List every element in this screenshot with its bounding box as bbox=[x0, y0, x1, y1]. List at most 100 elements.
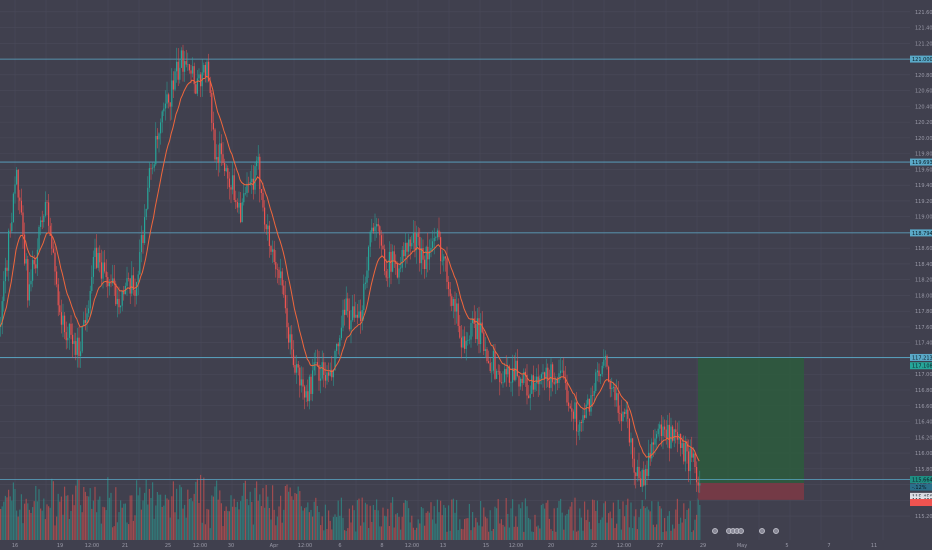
volume-bar bbox=[174, 512, 176, 540]
candle bbox=[478, 318, 480, 345]
volume-bar bbox=[580, 517, 582, 540]
volume-bar bbox=[140, 509, 142, 540]
price-tick-label: 117.400 bbox=[915, 341, 932, 347]
volume-bar bbox=[534, 514, 536, 540]
volume-bar bbox=[313, 501, 315, 540]
candle bbox=[326, 372, 328, 381]
volume-bar bbox=[609, 511, 611, 540]
volume-bar bbox=[228, 511, 230, 540]
candle bbox=[408, 239, 410, 252]
price-tick-label: 121.600 bbox=[915, 10, 932, 16]
line-price-label: 118.794 bbox=[912, 231, 932, 237]
candle bbox=[377, 224, 379, 227]
candle bbox=[219, 143, 221, 163]
volume-bar bbox=[70, 510, 72, 540]
candle bbox=[641, 470, 643, 487]
volume-bar bbox=[516, 526, 518, 540]
volume-bar bbox=[236, 501, 238, 540]
grid bbox=[0, 0, 910, 540]
volume-bar bbox=[49, 507, 51, 540]
horizontal-lines[interactable] bbox=[0, 58, 910, 480]
volume-bar bbox=[438, 512, 440, 540]
candle bbox=[193, 66, 195, 85]
volume-bar bbox=[555, 531, 557, 540]
time-axis[interactable]: 16 19 12:00 21 25 12:00 30 Apr 12:00 6 8 12:00 13 15 1… bbox=[0, 540, 932, 550]
candle bbox=[403, 249, 405, 257]
price-tick-label: 118.000 bbox=[915, 293, 932, 299]
volume-bar bbox=[476, 522, 478, 540]
candle bbox=[491, 370, 493, 372]
volume-bar bbox=[697, 498, 699, 540]
candle bbox=[472, 318, 474, 324]
candle bbox=[507, 366, 509, 375]
candle bbox=[25, 259, 27, 264]
candle bbox=[636, 466, 638, 477]
volume-bar bbox=[315, 497, 317, 540]
volume-bar bbox=[43, 498, 45, 540]
volume-bar bbox=[489, 510, 491, 540]
candle bbox=[339, 338, 341, 347]
position-zones[interactable] bbox=[698, 357, 804, 500]
candle bbox=[6, 267, 8, 271]
volume-bar bbox=[630, 502, 632, 540]
candle bbox=[136, 282, 138, 296]
volume-bar bbox=[684, 518, 686, 540]
volume-bar bbox=[248, 505, 250, 540]
volume-bar bbox=[38, 489, 40, 540]
volume-bar bbox=[542, 503, 544, 540]
volume-bar bbox=[86, 496, 88, 540]
volume-bar bbox=[68, 518, 70, 540]
candle bbox=[526, 374, 528, 396]
candle bbox=[385, 271, 387, 278]
event-markers[interactable] bbox=[712, 528, 779, 534]
candle bbox=[587, 398, 589, 405]
candle bbox=[102, 262, 104, 279]
candle bbox=[689, 448, 691, 472]
volume-bar bbox=[550, 529, 552, 540]
volume-bar bbox=[350, 522, 352, 540]
candle bbox=[576, 402, 578, 432]
candle bbox=[172, 80, 174, 90]
volume-bar bbox=[500, 519, 502, 540]
volume-bar bbox=[156, 491, 158, 540]
volume-bar bbox=[126, 522, 128, 540]
candle bbox=[185, 61, 187, 65]
volume-bar bbox=[283, 509, 285, 540]
candle bbox=[635, 472, 637, 477]
candle bbox=[329, 369, 331, 376]
volume-bar bbox=[688, 508, 690, 540]
candle bbox=[67, 337, 69, 341]
volume-bar bbox=[470, 530, 472, 540]
volume-bar bbox=[587, 509, 589, 540]
volume-bar bbox=[379, 526, 381, 540]
candle bbox=[659, 424, 661, 429]
volume-bar bbox=[17, 516, 19, 540]
volume-bar bbox=[102, 506, 104, 540]
candle bbox=[62, 315, 64, 325]
volume-bar bbox=[457, 530, 459, 540]
time-tick-label: 5 bbox=[785, 543, 788, 549]
volume-bar bbox=[288, 491, 290, 540]
candle bbox=[171, 80, 173, 107]
target-zone bbox=[698, 357, 804, 483]
volume-bar bbox=[278, 506, 280, 540]
candle bbox=[601, 365, 603, 375]
volume-bar bbox=[243, 482, 245, 540]
price-axis[interactable]: 121.600 121.400 121.200 121.000 120.800 120.6… bbox=[910, 0, 932, 550]
candle bbox=[411, 242, 413, 247]
volume-bar bbox=[409, 522, 411, 540]
volume-bar bbox=[504, 526, 506, 540]
volume-bar bbox=[19, 509, 21, 540]
volume-bar bbox=[563, 529, 565, 540]
volume-bar bbox=[414, 529, 416, 540]
candle bbox=[46, 202, 48, 203]
price-tick-label: 120.000 bbox=[915, 136, 932, 142]
volume-bar bbox=[393, 527, 395, 540]
candle bbox=[563, 370, 565, 378]
volume-bar bbox=[233, 498, 235, 540]
candle bbox=[281, 271, 283, 286]
candle bbox=[699, 483, 701, 486]
volume-bar bbox=[529, 519, 531, 540]
volume-bar bbox=[513, 526, 515, 540]
